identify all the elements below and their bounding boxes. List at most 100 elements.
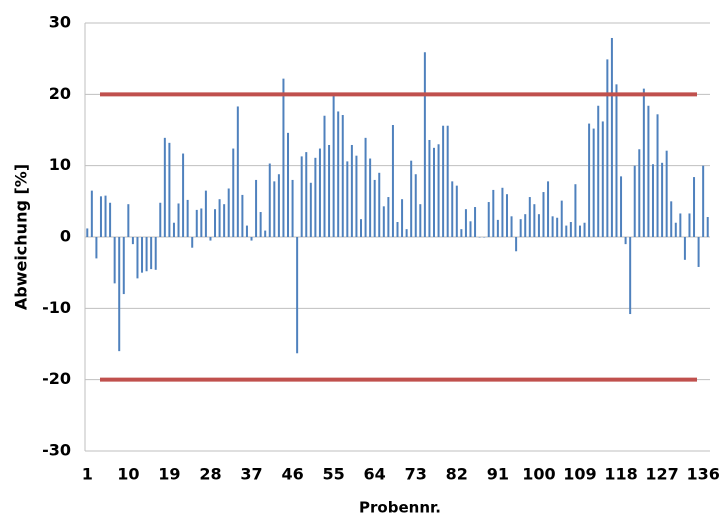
bar: [332, 94, 335, 237]
bar: [341, 115, 344, 237]
bar: [163, 137, 166, 237]
x-tick-label: 19: [158, 465, 180, 484]
bar: [693, 177, 696, 237]
bar: [177, 203, 180, 237]
bar: [391, 125, 394, 237]
bar: [387, 197, 390, 237]
bar: [674, 222, 677, 237]
bar: [378, 172, 381, 237]
bar: [487, 202, 490, 237]
bar: [214, 209, 217, 237]
bar: [642, 88, 645, 237]
bar: [186, 199, 189, 237]
bar: [86, 228, 89, 237]
bar: [492, 189, 495, 237]
x-tick-label: 64: [364, 465, 386, 484]
bar: [638, 149, 641, 237]
y-tick-label: 10: [49, 155, 71, 174]
bar: [259, 212, 262, 237]
bar: [597, 105, 600, 237]
bar: [414, 174, 417, 237]
bar: [551, 216, 554, 237]
bar: [515, 237, 518, 252]
bar: [328, 144, 331, 237]
bar: [588, 123, 591, 237]
bar: [305, 152, 308, 237]
x-tick-label: 127: [645, 465, 678, 484]
bar: [296, 237, 299, 354]
bar: [401, 199, 404, 237]
bar: [702, 165, 705, 237]
bar: [656, 114, 659, 237]
y-tick-label: -30: [42, 441, 71, 460]
bar: [524, 214, 527, 237]
bar: [547, 181, 550, 237]
bar: [236, 106, 239, 238]
bar: [287, 132, 290, 237]
bar: [309, 182, 312, 237]
bar: [620, 176, 623, 237]
bar: [428, 139, 431, 237]
bar: [683, 237, 686, 260]
x-tick-label: 55: [322, 465, 344, 484]
bar: [195, 209, 198, 237]
bar: [474, 207, 477, 237]
bar: [268, 163, 271, 237]
bar: [255, 179, 258, 237]
bar: [610, 37, 613, 238]
bar: [410, 160, 413, 237]
bar: [556, 217, 559, 237]
bar: [574, 184, 577, 237]
bar: [145, 237, 148, 272]
bar: [629, 237, 632, 315]
bar: [670, 201, 673, 237]
bar: [172, 222, 175, 237]
bar: [273, 181, 276, 237]
bar: [122, 237, 125, 295]
x-axis-label: Probennr.: [359, 499, 441, 517]
y-tick-label: 0: [60, 227, 71, 246]
bar: [624, 237, 627, 245]
bar: [291, 179, 294, 237]
x-tick-label: 118: [604, 465, 637, 484]
bar: [191, 237, 194, 248]
x-tick-label: 100: [522, 465, 555, 484]
bar: [437, 144, 440, 237]
bar: [505, 194, 508, 237]
bar: [501, 187, 504, 237]
bar: [583, 222, 586, 237]
bar: [578, 225, 581, 237]
bar: [282, 78, 285, 237]
bar: [277, 174, 280, 237]
bar: [373, 179, 376, 237]
bar: [483, 237, 486, 238]
bar: [460, 229, 463, 237]
bar: [533, 204, 536, 237]
bar: [455, 185, 458, 237]
x-tick-label: 37: [240, 465, 262, 484]
y-tick-label: -20: [42, 369, 71, 388]
bar: [127, 204, 130, 237]
bar: [218, 199, 221, 237]
bar: [633, 165, 636, 237]
bar: [601, 121, 604, 237]
bar: [323, 115, 326, 237]
bar: [615, 84, 618, 237]
bar: [241, 194, 244, 237]
bar: [464, 209, 467, 237]
bar: [451, 181, 454, 237]
bar: [346, 161, 349, 237]
bar: [227, 188, 230, 237]
bar: [337, 111, 340, 237]
bar: [661, 162, 664, 237]
bar: [204, 190, 207, 237]
bar: [364, 137, 367, 237]
x-tick-label: 109: [563, 465, 596, 484]
bar: [405, 229, 408, 237]
bar: [382, 206, 385, 237]
bar: [679, 213, 682, 237]
bar: [446, 125, 449, 237]
bar: [528, 197, 531, 237]
bar: [245, 225, 248, 237]
